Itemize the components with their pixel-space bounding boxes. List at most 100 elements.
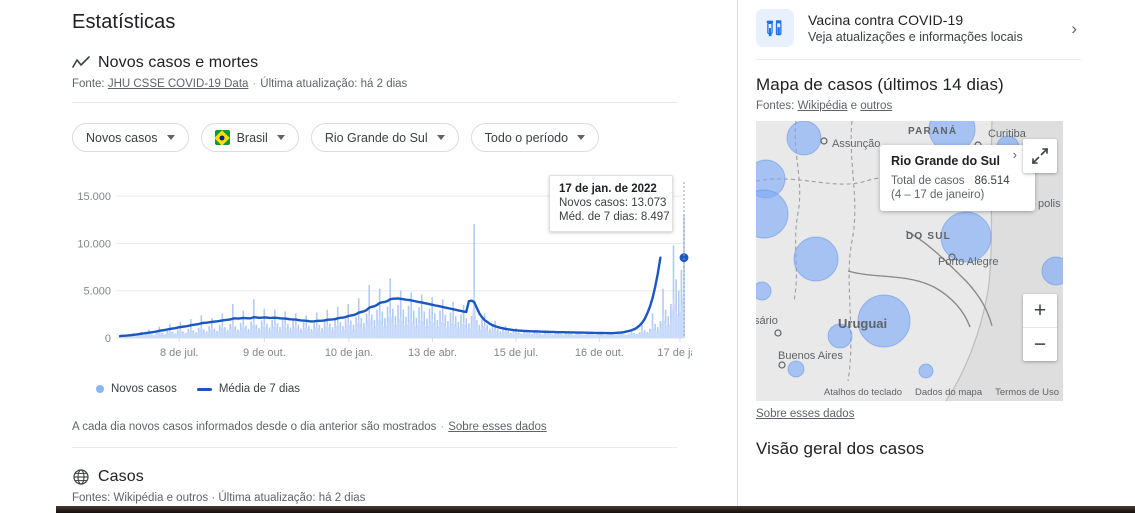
map-zoom-out-button[interactable]: −	[1033, 332, 1047, 356]
map-tooltip-period: (4 – 17 de janeiro)	[891, 189, 985, 201]
map-sources: Fontes: Wikipédia e outros	[756, 100, 1081, 112]
map-source-others[interactable]: outros	[860, 100, 893, 112]
svg-text:polis: polis	[1038, 198, 1061, 210]
legend-dot-icon	[96, 385, 104, 393]
overview-title: Visão geral dos casos	[756, 439, 925, 458]
legend-item-new-cases[interactable]: Novos casos	[96, 383, 177, 395]
chevron-down-icon	[436, 135, 445, 140]
svg-text:17 de jan: 17 de jan	[657, 347, 692, 359]
globe-icon	[72, 468, 90, 486]
legend-label: Média de 7 dias	[218, 383, 301, 395]
map-tooltip: Rio Grande do Sul Total de casos 86.514 …	[880, 145, 1035, 211]
svg-text:DO SUL: DO SUL	[906, 231, 951, 242]
map-tooltip-metric: Total de casos 86.514	[891, 175, 1024, 187]
legend-line-icon	[196, 387, 212, 391]
chip-label: Rio Grande do Sul	[324, 130, 428, 145]
svg-text:10 de jan.: 10 de jan.	[325, 347, 373, 359]
svg-text:13 de abr.: 13 de abr.	[408, 347, 457, 359]
svg-text:PARANÁ: PARANÁ	[908, 124, 957, 137]
tooltip-new-cases: Novos casos: 13.073	[559, 197, 667, 209]
filter-chip-state[interactable]: Rio Grande do Sul	[310, 123, 459, 152]
map-canvas: PARANÁ Curitiba Assunção DO SUL Porto Alegre…	[756, 121, 1063, 401]
column-divider	[737, 0, 738, 513]
cases-map[interactable]: PARANÁ Curitiba Assunção DO SUL Porto Alegre…	[756, 121, 1063, 401]
cases-sources: Fontes: Wikipédia e outros · Última atua…	[72, 492, 366, 504]
svg-text:0: 0	[105, 333, 111, 345]
svg-text:15.000: 15.000	[77, 191, 111, 203]
map-data-link[interactable]: Dados do mapa	[915, 387, 983, 398]
chevron-down-icon	[577, 135, 586, 140]
vaccine-title: Vacina contra COVID-19	[808, 12, 964, 28]
section-title: Casos	[98, 468, 144, 485]
section-title: Novos casos e mortes	[98, 54, 259, 71]
divider	[72, 447, 678, 448]
chip-label: Novos casos	[86, 130, 158, 145]
filter-chip-metric[interactable]: Novos casos	[72, 123, 189, 152]
map-zoom-controls[interactable]: + −	[1023, 294, 1057, 361]
filter-chip-period[interactable]: Todo o período	[470, 123, 600, 152]
expand-icon	[1032, 148, 1048, 164]
svg-text:9 de out.: 9 de out.	[243, 347, 286, 359]
svg-text:8 de jul.: 8 de jul.	[160, 347, 199, 359]
page-title: Estatísticas	[72, 11, 176, 33]
svg-text:16 de out.: 16 de out.	[575, 347, 624, 359]
section-source-line: Fonte: JHU CSSE COVID-19 Data · Última atu…	[72, 78, 408, 90]
map-sources-prefix: Fontes:	[756, 100, 795, 112]
vaccine-subtitle: Veja atualizações e informações locais	[808, 30, 1023, 44]
filter-chip-country[interactable]: Brasil	[200, 123, 299, 152]
svg-text:sário: sário	[756, 315, 778, 327]
map-about-data-link[interactable]: Sobre esses dados	[756, 408, 855, 420]
about-data-link[interactable]: Sobre esses dados	[448, 421, 547, 433]
trend-line-icon	[72, 54, 90, 72]
map-keyboard-shortcuts-link[interactable]: Atalhos do teclado	[823, 387, 903, 398]
svg-text:10.000: 10.000	[77, 238, 111, 250]
vaccine-card[interactable]: Vacina contra COVID-19 Veja atualizações…	[756, 0, 1081, 47]
vaccine-icon	[756, 9, 794, 47]
vaccine-text: Vacina contra COVID-19 Veja atualizações…	[808, 12, 1057, 44]
svg-text:Assunção: Assunção	[832, 138, 880, 150]
map-tooltip-metric-value: 86.514	[974, 175, 1010, 187]
brazil-flag-icon	[214, 130, 230, 145]
chart-canvas: 0 5.000 10.000 15.000 8 de jul. 9 de out. 10 d…	[77, 182, 692, 359]
svg-text:Buenos Aires: Buenos Aires	[778, 350, 843, 362]
browser-bottom-edge	[0, 506, 1135, 513]
map-sources-mid: e	[850, 100, 858, 112]
cases-chart[interactable]: 0 5.000 10.000 15.000 8 de jul. 9 de out. 10 d…	[72, 170, 692, 375]
svg-text:Uruguai: Uruguai	[838, 316, 887, 331]
chart-note-text: A cada dia novos casos informados desde …	[72, 421, 437, 433]
map-next-arrow-icon[interactable]: ›	[1012, 147, 1017, 162]
map-terms-link[interactable]: Termos de Uso	[995, 387, 1059, 398]
new-cases-section-header: Novos casos e mortes	[72, 54, 726, 72]
svg-text:Curitiba: Curitiba	[988, 128, 1027, 140]
divider	[756, 59, 1081, 60]
source-prefix: Fonte:	[72, 78, 105, 90]
tooltip-date: 17 de jan. de 2022	[559, 183, 657, 195]
map-expand-button[interactable]	[1023, 139, 1057, 173]
divider	[1023, 327, 1057, 328]
map-source-wikipedia[interactable]: Wikipédia	[797, 100, 848, 112]
chart-filters: Novos casos Brasil Rio Grande do Sul Tod…	[72, 123, 726, 152]
legend-item-avg7[interactable]: Média de 7 dias	[196, 383, 301, 395]
divider	[72, 102, 678, 103]
source-link-jhu[interactable]: JHU CSSE COVID-19 Data	[107, 78, 249, 90]
map-zoom-in-button[interactable]: +	[1033, 298, 1047, 322]
legend-label: Novos casos	[111, 383, 177, 395]
chip-label: Brasil	[236, 130, 268, 145]
tooltip-avg7: Méd. de 7 dias: 8.497	[559, 211, 670, 223]
chevron-right-icon[interactable]: ›	[1071, 18, 1077, 38]
side-panel: Vacina contra COVID-19 Veja atualizações…	[756, 0, 1081, 513]
last-updated: Última atualização: há 2 dias	[260, 78, 408, 90]
chevron-down-icon	[166, 135, 175, 140]
map-tooltip-title: Rio Grande do Sul	[891, 154, 1001, 168]
svg-text:5.000: 5.000	[83, 286, 111, 298]
statistics-panel: Estatísticas Novos casos e mortes Fonte:…	[72, 11, 726, 504]
map-tooltip-metric-label: Total de casos	[891, 175, 965, 187]
chip-label: Todo o período	[484, 130, 569, 145]
cases-section-header: Casos	[72, 468, 726, 486]
svg-text:Porto Alegre: Porto Alegre	[938, 256, 999, 268]
chart-note: A cada dia novos casos informados desde …	[72, 421, 547, 433]
chevron-down-icon	[276, 135, 285, 140]
map-title: Mapa de casos (últimos 14 dias)	[756, 75, 1004, 94]
svg-text:15 de jul.: 15 de jul.	[494, 347, 539, 359]
